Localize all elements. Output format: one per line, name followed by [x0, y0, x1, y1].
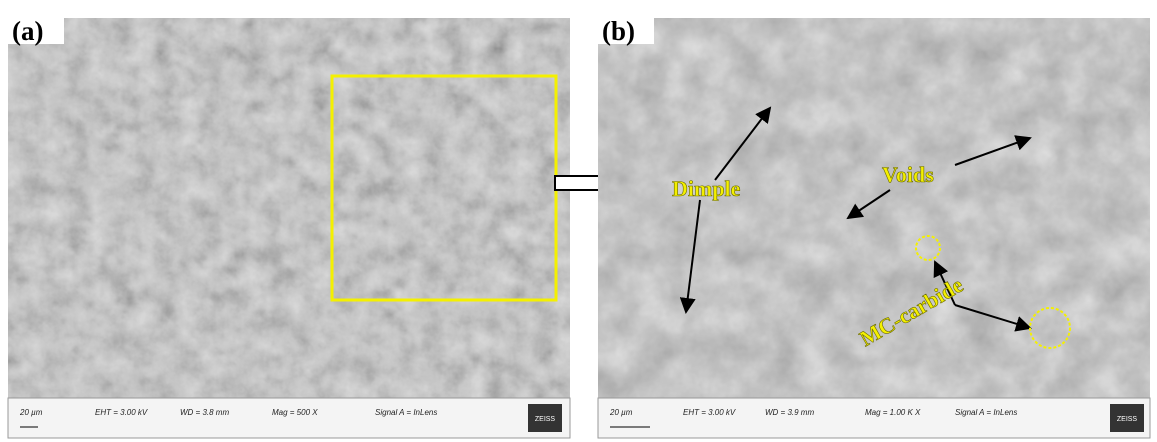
- scale-text: 20 µm: [19, 408, 43, 417]
- logo: ZEISS: [1117, 416, 1138, 423]
- info-bar: [8, 398, 570, 438]
- scale-text: 20 µm: [609, 408, 633, 417]
- eht: EHT = 3.00 kV: [95, 408, 148, 417]
- voids-label: Voids: [882, 162, 934, 187]
- mag: Mag = 500 X: [272, 408, 318, 417]
- panel-label: (a): [12, 16, 43, 46]
- eht: EHT = 3.00 kV: [683, 408, 736, 417]
- signal: Signal A = InLens: [955, 408, 1017, 417]
- mag: Mag = 1.00 K X: [865, 408, 921, 417]
- dimple-label: Dimple: [672, 176, 741, 201]
- wd: WD = 3.9 mm: [765, 408, 814, 417]
- panel-label: (b): [602, 16, 635, 46]
- signal: Signal A = InLens: [375, 408, 437, 417]
- figure: (a) 20 µm EHT = 3.00 kV WD = 3.8 mm Mag …: [0, 0, 1157, 442]
- wd: WD = 3.8 mm: [180, 408, 229, 417]
- logo: ZEISS: [535, 416, 556, 423]
- info-bar: [598, 398, 1150, 438]
